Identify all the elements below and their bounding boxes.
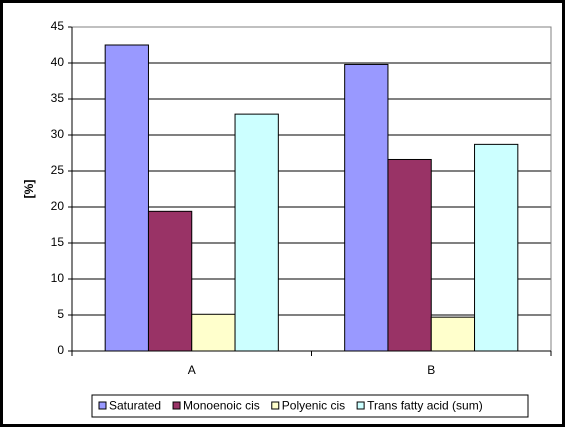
bar <box>344 63 389 352</box>
bar <box>147 210 193 352</box>
legend-label: Monoenoic cis <box>183 399 260 413</box>
y-tick-label: 45 <box>51 19 65 33</box>
bar <box>387 158 432 352</box>
y-tick-label: 10 <box>51 271 65 285</box>
legend-swatch <box>172 401 181 410</box>
legend-swatch <box>98 401 107 410</box>
y-tick-label: 5 <box>57 307 64 321</box>
y-tick-label: 40 <box>51 55 65 69</box>
y-axis-label: [%] <box>22 180 36 199</box>
legend-swatch <box>271 401 280 410</box>
y-tick-label: 15 <box>51 235 65 249</box>
y-tick-label: 35 <box>51 91 65 105</box>
legend-label: Polyenic cis <box>282 399 345 413</box>
bar <box>234 113 279 352</box>
x-tick-label: B <box>427 363 435 377</box>
y-tick-label: 0 <box>57 343 64 357</box>
bar <box>430 316 476 352</box>
x-tick-label: A <box>188 363 196 377</box>
bar <box>104 44 149 352</box>
bar <box>191 313 236 352</box>
y-tick-label: 30 <box>51 127 65 141</box>
bar <box>474 143 519 352</box>
legend-swatch <box>356 401 365 410</box>
legend-label: Trans fatty acid (sum) <box>367 399 483 413</box>
legend-box <box>91 394 529 418</box>
y-tick-label: 25 <box>51 163 65 177</box>
y-tick-label: 20 <box>51 199 65 213</box>
legend-label: Saturated <box>109 399 161 413</box>
